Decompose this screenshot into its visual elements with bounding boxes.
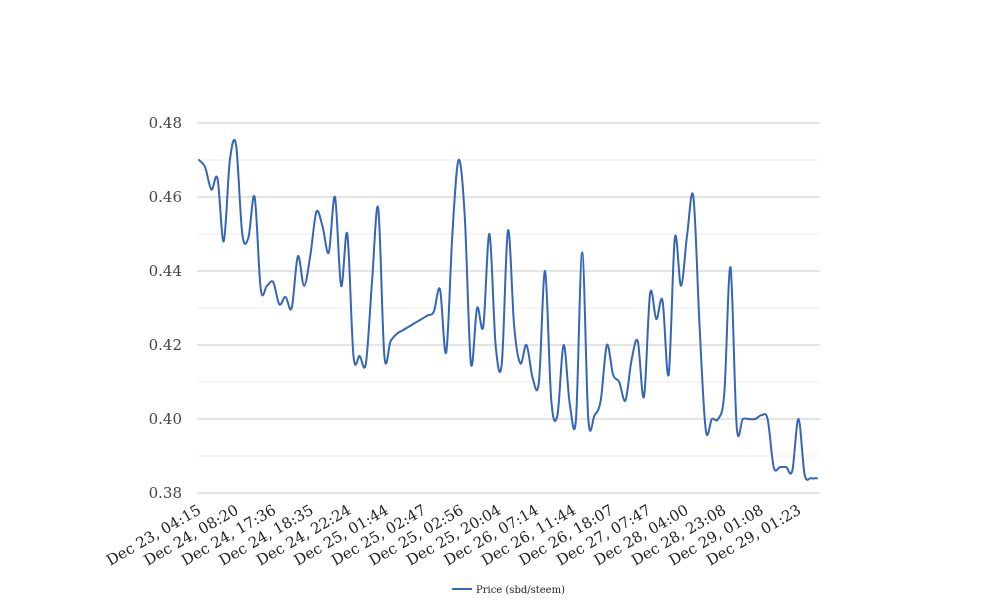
series-line-price [198,139,818,481]
legend-label: Price (sbd/steem) [476,585,565,596]
y-tick-label: 0.44 [149,262,182,280]
y-axis-ticks: 0.38 0.40 0.42 0.44 0.46 0.48 [149,114,182,502]
y-tick-label: 0.48 [149,114,182,132]
y-tick-label: 0.46 [149,188,182,206]
y-tick-label: 0.38 [149,484,182,502]
legend: Price (sbd/steem) [452,585,565,596]
series-group [198,139,818,481]
y-tick-label: 0.42 [149,336,182,354]
y-tick-label: 0.40 [149,410,182,428]
